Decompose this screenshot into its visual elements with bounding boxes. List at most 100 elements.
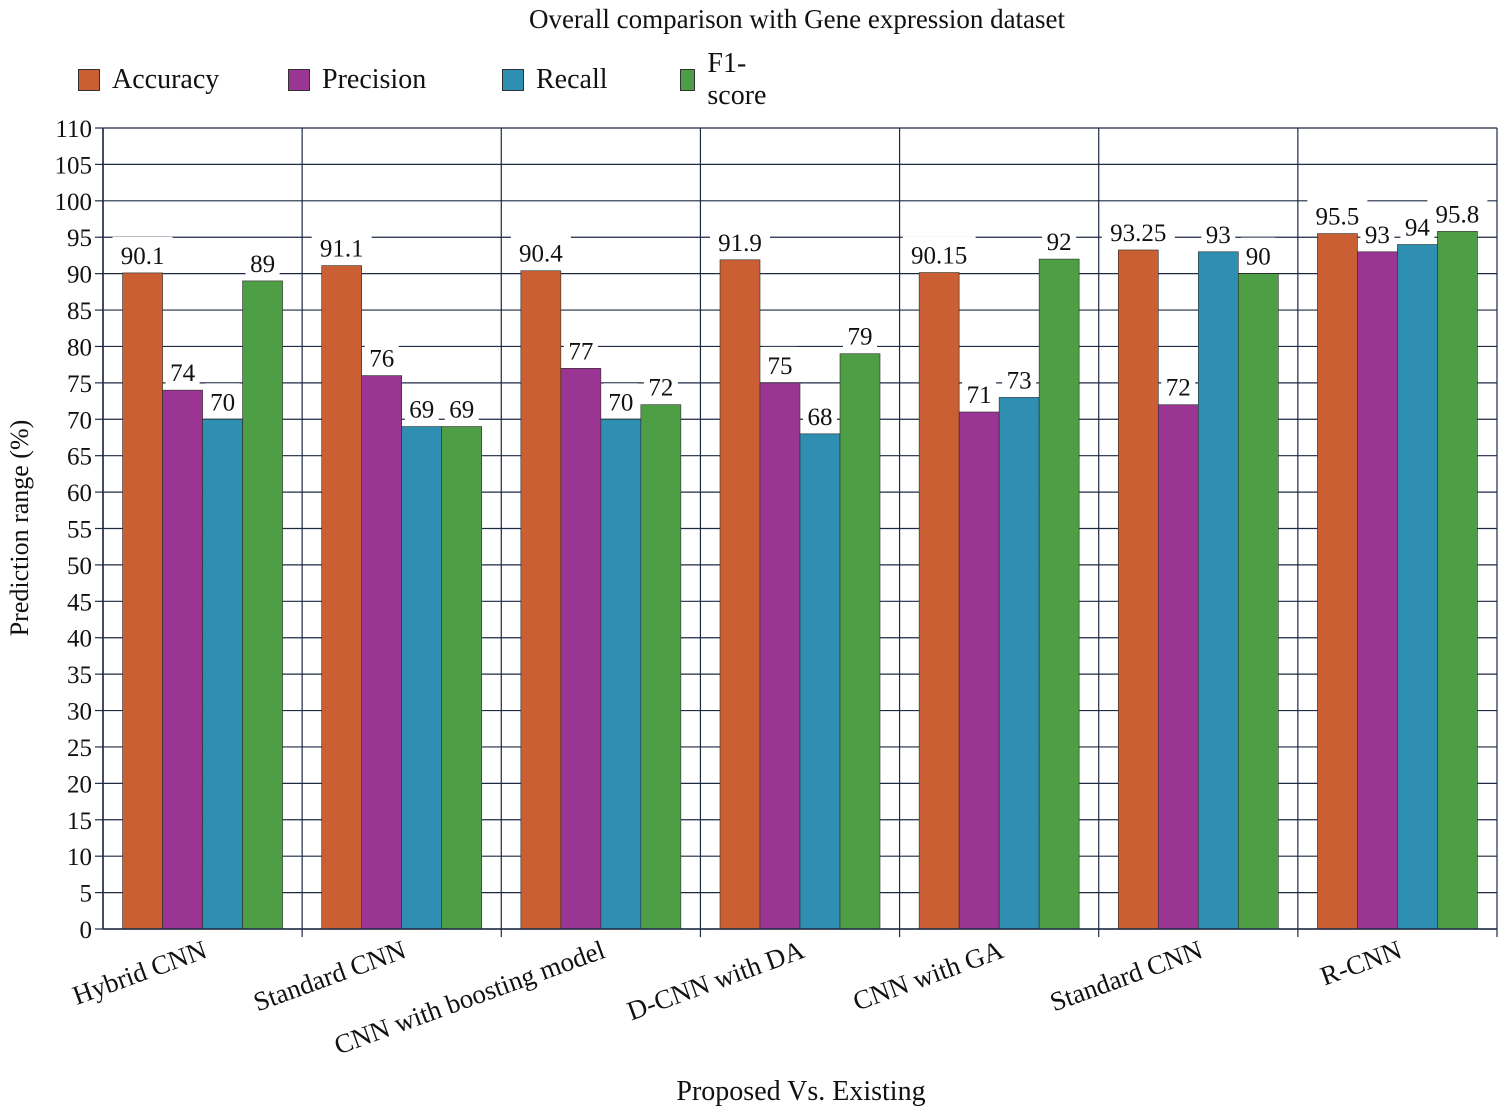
data-label: 90	[1246, 244, 1271, 271]
legend-swatch-precision	[288, 69, 310, 91]
y-tick-label: 75	[67, 371, 92, 398]
data-label: 94	[1405, 215, 1431, 242]
y-tick-label: 45	[67, 589, 92, 616]
data-label: 90.4	[519, 241, 563, 268]
bar-precision	[361, 375, 403, 930]
bar-precision	[162, 389, 203, 930]
bar-accuracy	[719, 259, 761, 930]
y-tick-label: 100	[55, 189, 93, 216]
data-label: 91.9	[718, 230, 762, 257]
y-tick-label: 95	[67, 225, 92, 252]
bar-precision	[1157, 404, 1199, 930]
y-tick-label: 20	[67, 771, 92, 798]
y-tick-label: 10	[67, 844, 92, 871]
data-label-bg	[763, 346, 797, 381]
data-label: 77	[568, 338, 593, 365]
bar-recall	[998, 397, 1040, 930]
y-tick-label: 105	[55, 152, 93, 179]
legend-label-precision: Precision	[322, 64, 427, 95]
legend-swatch-f1-score	[680, 69, 696, 91]
data-label-bg	[902, 236, 976, 271]
data-label-bg	[404, 390, 439, 425]
data-label: 69	[409, 397, 434, 424]
bar-accuracy	[520, 270, 562, 930]
bar-accuracy	[321, 265, 363, 930]
bar-recall	[1397, 244, 1438, 930]
bar-precision	[560, 367, 602, 930]
data-label-bg	[1427, 195, 1488, 230]
data-label: 69	[449, 397, 474, 424]
x-tick-label: Standard CNN	[1046, 934, 1206, 1017]
legend-item-precision: Precision	[288, 60, 426, 100]
data-label: 70	[608, 389, 633, 416]
data-label-bg	[1360, 215, 1395, 250]
data-label-bg	[710, 223, 770, 258]
data-label-bg	[962, 375, 997, 410]
legend-label-f1-score: F1-score	[707, 48, 767, 111]
legend-label-recall: Recall	[536, 64, 608, 95]
x-tick-label: D-CNN with DA	[623, 934, 809, 1026]
bar-f1-score	[839, 353, 881, 930]
bar-f1-score	[441, 426, 483, 930]
data-label-bg	[1042, 223, 1077, 258]
y-tick-label: 25	[67, 735, 92, 762]
x-tick-label: Hybrid CNN	[69, 934, 211, 1010]
bar-precision	[759, 382, 801, 930]
y-tick-label: 60	[67, 480, 92, 507]
x-axis-label: Proposed Vs. Existing	[676, 1076, 926, 1107]
data-label: 93	[1365, 222, 1390, 249]
data-label: 71	[967, 382, 992, 409]
data-label-bg	[563, 332, 598, 367]
data-label-bg	[444, 390, 479, 425]
y-tick-label: 90	[67, 262, 92, 289]
y-tick-label: 50	[67, 553, 92, 580]
bar-f1-score	[1038, 258, 1080, 930]
legend-swatch-recall	[502, 69, 524, 91]
data-label: 79	[848, 324, 873, 351]
data-label-bg	[843, 317, 877, 352]
y-tick-label: 30	[67, 699, 92, 726]
data-label-bg	[603, 383, 638, 418]
y-tick-label: 0	[80, 917, 93, 944]
data-label-bg	[1241, 237, 1276, 272]
y-tick-label: 110	[55, 116, 92, 143]
data-label-bg	[1101, 213, 1175, 248]
y-tick-label: 35	[67, 662, 92, 689]
data-label: 90.1	[121, 243, 165, 270]
data-label: 92	[1047, 229, 1072, 256]
data-label-bg	[311, 229, 372, 264]
data-label-bg	[165, 354, 200, 389]
data-label: 90.15	[911, 243, 967, 270]
data-label-bg	[112, 236, 173, 271]
y-tick-label: 55	[67, 517, 92, 544]
chart-title: Overall comparison with Gene expression …	[528, 4, 1066, 34]
data-label: 72	[1166, 375, 1191, 402]
y-tick-label: 40	[67, 626, 92, 653]
y-axis-label-text: Prediction range (%)	[5, 419, 34, 637]
data-label: 70	[210, 389, 235, 416]
legend-item-accuracy: Accuracy	[78, 60, 219, 100]
data-label: 68	[808, 404, 833, 431]
bar-accuracy	[1117, 249, 1159, 930]
bar-recall	[600, 418, 642, 930]
bar-recall	[1197, 251, 1239, 930]
bar-precision	[958, 411, 1000, 930]
data-label: 76	[369, 346, 394, 373]
bar-accuracy	[918, 272, 960, 930]
data-label-bg	[510, 234, 571, 269]
y-tick-label: 5	[80, 881, 93, 908]
data-label-bg	[1201, 215, 1236, 250]
data-label: 75	[768, 353, 793, 380]
x-tick-label: Standard CNN	[249, 934, 409, 1017]
data-label: 74	[170, 360, 196, 387]
bar-accuracy	[122, 272, 163, 930]
data-label: 73	[1007, 367, 1032, 394]
y-tick-label: 65	[67, 444, 92, 471]
bar-f1-score	[242, 280, 283, 930]
data-label: 89	[250, 251, 275, 278]
bar-f1-score	[1437, 231, 1478, 930]
y-tick-label: 80	[67, 334, 92, 361]
data-label-bg	[245, 244, 280, 279]
data-label-bg	[364, 339, 399, 374]
